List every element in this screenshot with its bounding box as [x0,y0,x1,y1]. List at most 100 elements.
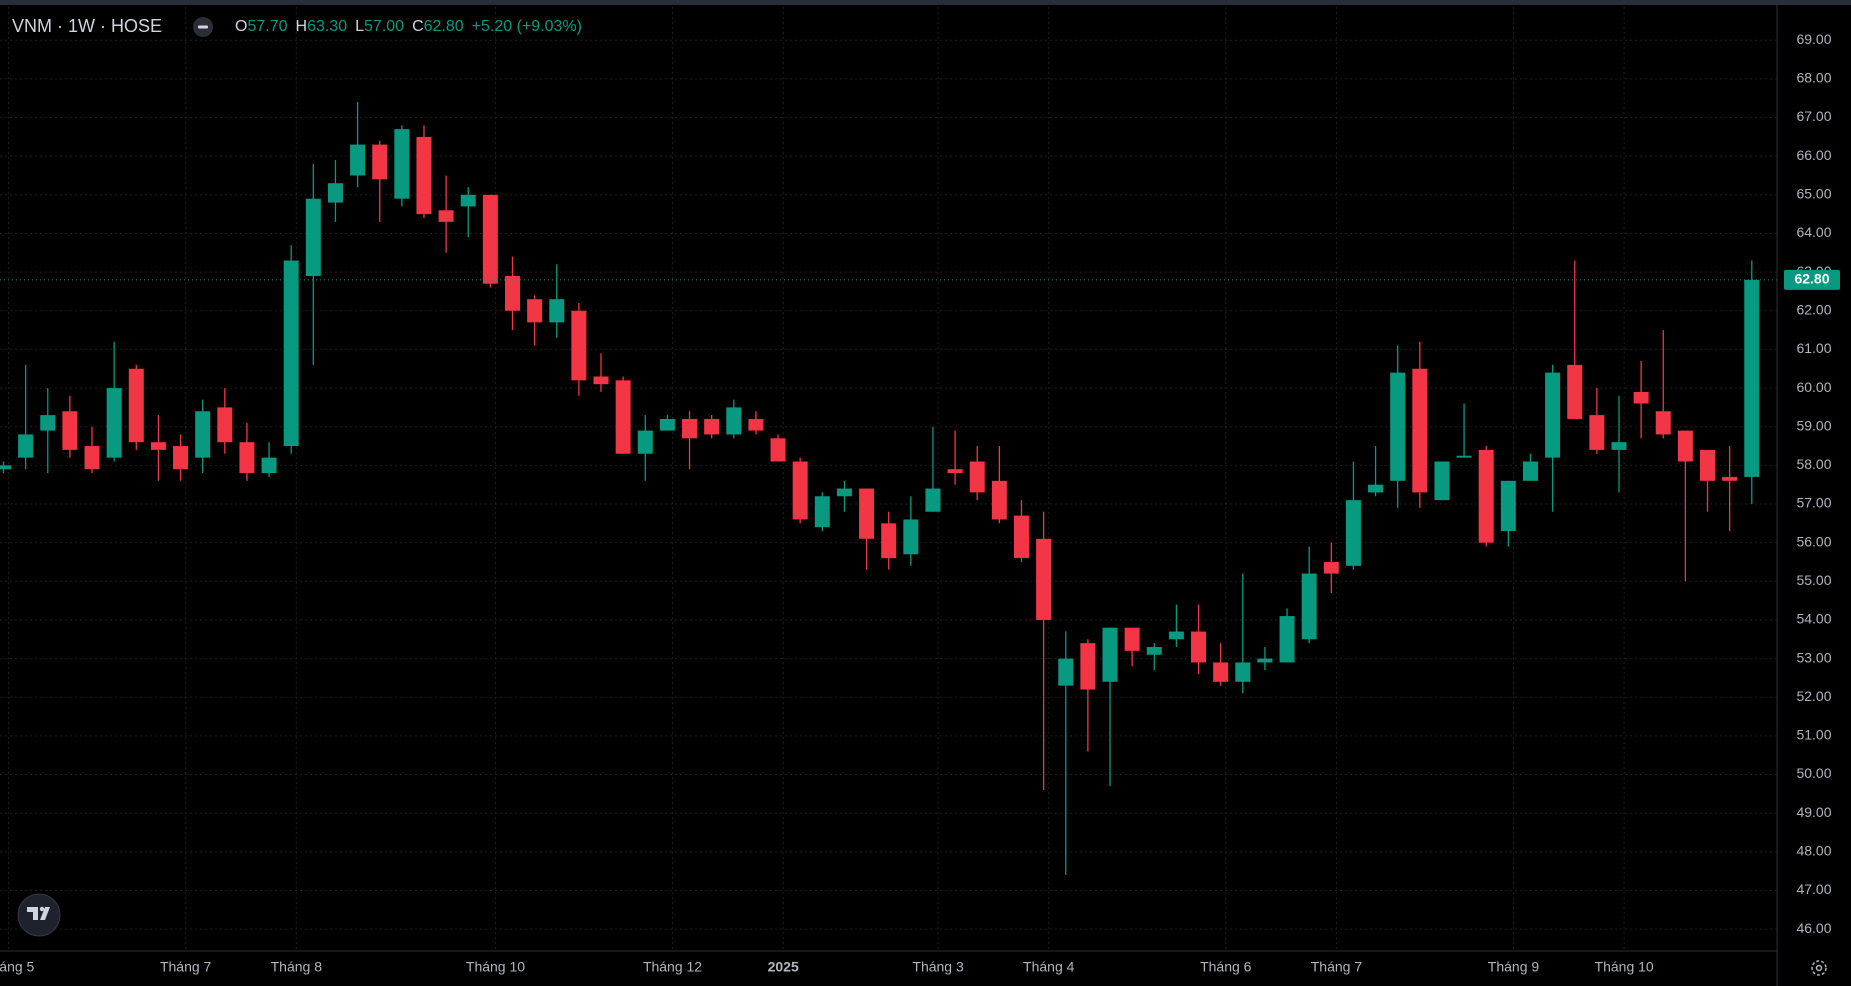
candle-body [1191,631,1207,663]
y-tick-label: 65.00 [1796,186,1831,202]
settings-button[interactable] [1811,960,1827,976]
y-tick-label: 66.00 [1796,147,1831,163]
axes: 46.00 47.00 48.00 49.00 50.00 51.00 52.00 53.00… [0,31,1840,975]
candle-body [128,368,144,443]
candle-body [1434,461,1450,501]
candles [0,102,1777,876]
logo-circle [17,893,61,937]
y-tick-label: 61.00 [1796,340,1831,356]
candle-body [416,136,432,215]
y-tick-label: 67.00 [1796,108,1831,124]
y-tick-label: 57.00 [1796,495,1831,511]
candle-body [1500,480,1516,532]
ohlc-value: 63.30 [307,18,347,35]
y-tick-label: 56.00 [1796,533,1831,549]
y-tick-label: 50.00 [1796,765,1831,781]
x-tick-label: Tháng 8 [271,959,323,975]
x-tick-label: Tháng 7 [160,959,212,975]
candle-body [1058,658,1074,686]
y-tick-label: 60.00 [1796,379,1831,395]
candle-body [173,446,189,470]
candle-body [1545,372,1561,458]
y-tick-label: 62.00 [1796,301,1831,317]
y-tick-label: 59.00 [1796,417,1831,433]
candle-body [925,488,941,512]
x-tick-label: Tháng 10 [1595,959,1654,975]
candle-body [1677,430,1693,462]
candle-body [1390,372,1406,481]
x-tick-label: Tháng 5 [0,959,35,975]
x-tick-label: Tháng 6 [1200,959,1252,975]
candle-body [1279,616,1295,663]
y-tick-label: 48.00 [1796,843,1831,859]
legend: VNM · 1W · HOSE O57.70 H63.30 L57.00 C62.80… [12,16,582,37]
settings-hub [1815,964,1823,972]
top-border [0,0,1851,5]
candle-body [571,310,587,381]
candle-body [394,129,410,199]
candle-body [1744,279,1760,477]
x-tick-label: Tháng 3 [912,959,964,975]
candle-body [593,376,609,385]
y-tick-label: 47.00 [1796,881,1831,897]
candle-body [1456,455,1472,458]
x-tick-label: Tháng 9 [1488,959,1540,975]
x-tick-label: Tháng 10 [466,959,525,975]
candle-body [1589,415,1605,450]
candle-body [748,418,764,431]
candle-body [1611,442,1627,450]
candle-body [770,438,786,462]
candle-body [1700,449,1716,481]
candle-body [195,411,211,458]
candle-body [1633,391,1649,404]
tradingview-logo[interactable] [17,893,61,937]
logo-mark [27,907,50,920]
candle-body [283,260,299,447]
ohlc-label: L [355,18,364,35]
candle-body [792,461,808,520]
candle-body [1522,461,1538,481]
candle-body [460,194,476,207]
candle-body [549,299,565,323]
y-tick-label: 69.00 [1796,31,1831,47]
candle-body [1213,662,1229,682]
candle-body [1478,449,1494,543]
logo-dot [39,906,45,912]
candle-body [836,488,852,497]
candle-body [726,407,742,435]
candle-body [881,523,897,559]
candle-body [1080,643,1096,690]
candle-body [0,465,11,470]
candle-body [327,183,343,203]
candle-body [504,275,520,311]
candle-body [1655,411,1671,435]
last-price-label: 62.80 [1794,271,1829,287]
candle-body [1257,658,1273,663]
candle-body [1013,515,1029,559]
candle-body [1036,538,1052,620]
settings-gear [1811,960,1827,976]
candle-body [1345,500,1361,566]
candle-body [1323,561,1339,574]
candle-body [947,469,963,474]
candle-body [969,461,985,493]
change-value: +5.20 (+9.03%) [472,18,582,35]
candle-body [305,198,321,276]
x-tick-label: Tháng 12 [643,959,702,975]
candle-body [1567,364,1583,419]
candle-body [1146,647,1162,655]
ohlc-value: 57.00 [364,18,404,35]
candle-body [106,388,122,458]
candle-body [527,299,543,323]
y-tick-label: 49.00 [1796,804,1831,820]
candle-body [350,144,366,176]
y-tick-label: 68.00 [1796,70,1831,86]
ohlc-label: C [412,18,424,35]
candle-body [1722,476,1738,481]
candle-body [1368,484,1384,493]
candle-body [659,418,675,431]
candle-body [1124,627,1140,651]
candle-body [1235,662,1251,682]
ohlc-values: O57.70 H63.30 L57.00 C62.80 +5.20 (+9.03%) [235,18,582,35]
